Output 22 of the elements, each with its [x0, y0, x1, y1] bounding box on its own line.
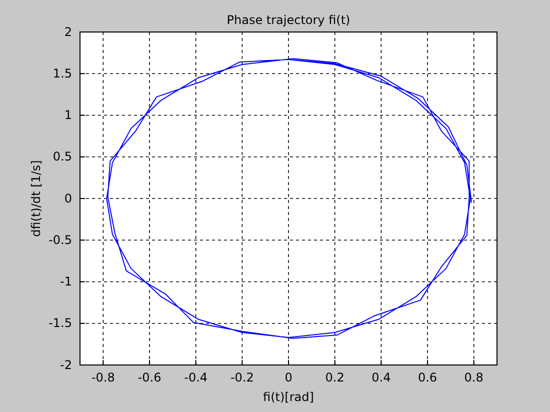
y-tick-label: -2	[60, 358, 72, 372]
y-tick-label: 2	[64, 24, 72, 39]
x-tick-label: 0.4	[372, 370, 391, 385]
y-tick-label: -1.5	[48, 316, 72, 330]
y-tick-label: 0	[64, 191, 72, 206]
x-tick-label: 0	[284, 370, 292, 385]
x-tick-label: -0.8	[91, 370, 115, 385]
y-tick-label: 0.5	[52, 150, 72, 164]
y-axis-title: dfi(t)/dt [1/s]	[29, 160, 43, 237]
x-tick-label: -0.2	[230, 370, 254, 385]
x-axis-title: fi(t)[rad]	[263, 390, 314, 404]
x-tick-label: -0.6	[138, 370, 162, 385]
x-tick-label: 0.6	[418, 370, 438, 385]
x-tick-label: -0.4	[184, 370, 208, 385]
x-tick-label: 0.8	[464, 370, 484, 385]
x-tick-label: 0.2	[325, 370, 344, 385]
chart-title: Phase trajectory fi(t)	[226, 13, 350, 27]
line-series	[106, 58, 472, 339]
y-tick-label: 1	[64, 108, 72, 122]
y-tick-label: -0.5	[48, 232, 72, 247]
y-tick-label: -1	[60, 274, 72, 289]
y-tick-label: 1.5	[52, 66, 72, 80]
